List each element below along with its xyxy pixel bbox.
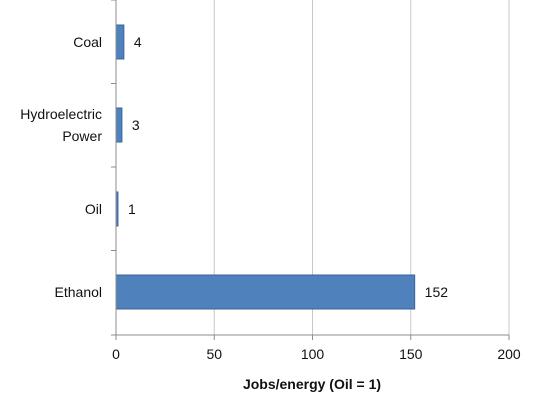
category-label: Ethanol [55,284,102,300]
data-label: 3 [132,117,140,133]
x-tick-label: 0 [112,346,120,362]
category-label: Power [62,128,102,144]
data-label: 1 [128,201,136,217]
category-label: Oil [85,201,102,217]
bar-coal [115,24,125,60]
category-label: Hydroelectric [20,106,102,122]
category-labels: Coal Hydroelectric Power Oil Ethanol [20,34,102,300]
x-tick-label: 50 [206,346,222,362]
x-axis-title: Jobs/energy (Oil = 1) [243,376,381,392]
bars [115,24,416,310]
x-tick-labels: 0 50 100 150 200 [112,346,521,362]
bar-hydroelectric-power [115,107,123,143]
bar-ethanol [115,274,416,310]
data-label: 4 [134,34,142,50]
x-tick-label: 200 [497,346,521,362]
x-tick-label: 150 [399,346,423,362]
data-labels: 4 3 1 152 [128,34,448,300]
axes [111,0,510,340]
category-label: Coal [73,34,102,50]
x-tick-label: 100 [301,346,325,362]
data-label: 152 [425,284,449,300]
